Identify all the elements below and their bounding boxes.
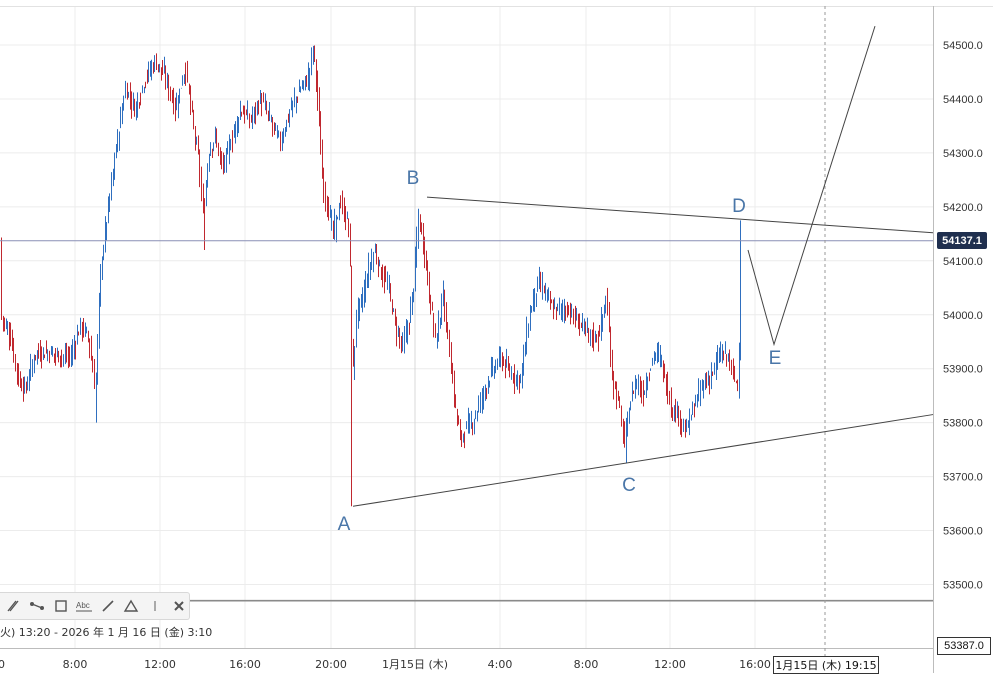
rectangle-tool-icon[interactable]: [50, 595, 71, 617]
crosshair-time-label: 1月15日 (木) 19:15: [773, 656, 879, 674]
y-tick-label: 53600.0: [943, 526, 983, 538]
lower-price-tag: 53387.0: [937, 637, 991, 655]
y-tick-label: 54500.0: [943, 40, 983, 52]
y-tick-label: 54400.0: [943, 94, 983, 106]
y-tick-label: 53500.0: [943, 580, 983, 592]
x-tick-label: 8:00: [63, 658, 88, 671]
x-tick-label: 8:00: [574, 658, 599, 671]
triangle-tool-icon[interactable]: [121, 595, 142, 617]
time-range-label: 火) 13:20 - 2026 年 1 月 16 日 (金) 3:10: [0, 626, 213, 639]
projection-path: [747, 25, 876, 347]
svg-text:Abc: Abc: [76, 601, 90, 610]
x-tick-label: 4:00: [488, 658, 513, 671]
close-icon[interactable]: [168, 595, 189, 617]
wave-label-a: A: [338, 514, 351, 535]
last-price-tag: 54137.1: [937, 232, 987, 249]
wave-label-c: C: [622, 475, 636, 496]
y-tick-label: 53900.0: [943, 364, 983, 376]
y-tick-label: 54300.0: [943, 148, 983, 160]
x-tick-label: 16:00: [739, 658, 771, 671]
x-axis: 0 8:00 12:00 16:00 20:00 1月15日 (木) 4:00 8:00 12:…: [0, 658, 771, 671]
x-tick-label: 0: [0, 658, 5, 671]
y-tick-label: 54000.0: [943, 310, 983, 322]
grid: [0, 6, 993, 673]
wave-label-e: E: [769, 348, 782, 369]
y-tick-label: 53700.0: [943, 472, 983, 484]
x-tick-label: 12:00: [654, 658, 686, 671]
drawing-toolbar: Abc: [0, 592, 190, 620]
x-tick-label: 16:00: [229, 658, 261, 671]
candles: [1, 45, 741, 507]
y-axis: 54500.0 54400.0 54300.0 54200.0 54100.0 54000…: [943, 40, 983, 592]
brush-tool-icon[interactable]: [3, 595, 24, 617]
lower-trendline: [352, 414, 934, 507]
x-tick-label: 12:00: [144, 658, 176, 671]
y-tick-label: 54100.0: [943, 256, 983, 268]
line-tool-icon[interactable]: [98, 595, 119, 617]
wave-label-d: D: [732, 196, 746, 217]
separator-icon: [145, 595, 166, 617]
upper-trendline: [426, 196, 934, 234]
y-tick-label: 54200.0: [943, 202, 983, 214]
path-tool-icon[interactable]: [27, 595, 48, 617]
x-tick-label: 1月15日 (木): [382, 658, 448, 671]
text-tool-icon[interactable]: Abc: [74, 595, 95, 617]
y-tick-label: 53800.0: [943, 418, 983, 430]
wave-label-b: B: [407, 168, 420, 189]
wave-labels: A B C D E: [338, 168, 782, 535]
x-tick-label: 20:00: [315, 658, 347, 671]
